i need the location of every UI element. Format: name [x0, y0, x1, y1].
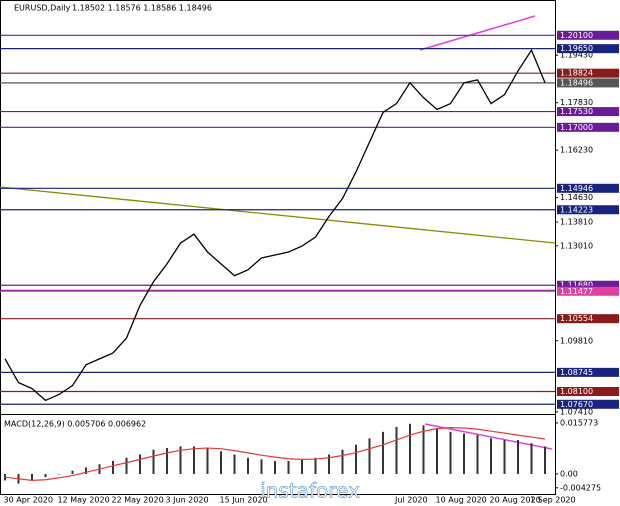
level-label: 1.08100 [560, 387, 593, 396]
level-label-box [557, 399, 619, 409]
level-label: 1.17000 [560, 123, 593, 132]
histogram-bar [355, 444, 357, 474]
watermark: instaforex [260, 479, 360, 503]
level-label-box [557, 107, 619, 117]
level-label: 1.10554 [560, 314, 593, 323]
histogram-bar [409, 423, 411, 474]
histogram-bar [328, 454, 330, 474]
x-tick-label: 3 Jun 2020 [166, 496, 209, 505]
level-label-box [557, 68, 619, 78]
histogram-bar [166, 448, 168, 474]
histogram-bar [233, 454, 236, 474]
x-tick-label: Jul 2020 [394, 496, 428, 505]
trendline [419, 15, 536, 51]
level-label-box [557, 205, 619, 215]
x-tick-label: 30 Apr 2020 [4, 496, 53, 505]
x-tick-label: 10 Aug 2020 [436, 496, 487, 505]
histogram-bar [341, 449, 344, 474]
histogram-bar [382, 431, 384, 474]
level-label-box [557, 30, 619, 40]
histogram-bar [71, 470, 74, 474]
y-tick-label: 1.07410 [560, 408, 593, 417]
histogram-bar [274, 460, 276, 474]
histogram-bar [58, 473, 60, 475]
level-label-box [557, 78, 619, 88]
level-label-box [557, 44, 619, 54]
histogram-bar [436, 428, 438, 474]
level-label: 1.07670 [560, 400, 593, 409]
level-label: 1.14946 [560, 184, 593, 193]
x-tick-label: 12 May 2020 [58, 496, 110, 505]
level-label-box [557, 314, 619, 324]
level-label: 1.18496 [560, 78, 593, 87]
y-tick-label: 0.015773 [560, 418, 598, 427]
histogram-bar [530, 443, 533, 474]
histogram-bar [490, 438, 492, 474]
y-tick-label: 1.14630 [560, 193, 593, 202]
level-label-box [557, 387, 619, 397]
indicator-title: MACD(12,26,9) 0.005706 0.006962 [4, 420, 146, 429]
chart-title: EURUSD,Daily [14, 4, 71, 13]
histogram-bar [247, 457, 249, 474]
level-label-box [557, 122, 619, 132]
histogram-bar [112, 460, 114, 474]
histogram-bar [139, 454, 141, 474]
x-tick-label: 15 Jun 2020 [220, 496, 268, 505]
histogram-bar [85, 467, 87, 474]
histogram-bar [287, 460, 290, 474]
histogram-bar [368, 438, 371, 474]
histogram-bar [206, 448, 209, 474]
histogram-bar [517, 439, 519, 474]
histogram-bar [476, 435, 479, 474]
x-tick-label: 22 May 2020 [112, 496, 164, 505]
level-label: 1.18824 [560, 69, 593, 78]
y-tick-label: 0.00 [560, 469, 578, 478]
level-label-box [557, 183, 619, 193]
histogram-bar [301, 459, 303, 474]
y-tick-label: 1.17830 [560, 98, 593, 107]
histogram-bar [544, 446, 546, 474]
histogram-bar [193, 446, 195, 474]
level-label-box [557, 286, 619, 296]
y-tick-label: 1.13010 [560, 241, 593, 250]
x-tick-label: 20 Aug 2020 [490, 496, 541, 505]
histogram-bar [152, 449, 155, 474]
y-tick-label: 1.09810 [560, 336, 593, 345]
y-tick-label: 1.19430 [560, 51, 593, 60]
signal-line [4, 427, 546, 482]
level-label: 1.11477 [560, 287, 593, 296]
level-label: 1.20100 [560, 31, 593, 40]
y-tick-label: 1.16230 [560, 146, 593, 155]
price-line [4, 48, 546, 402]
histogram-bar [220, 451, 222, 474]
trendline [0, 186, 556, 244]
histogram-bar [44, 473, 47, 478]
level-label: 1.14223 [560, 205, 593, 214]
histogram-bar [449, 431, 452, 474]
histogram-bar [463, 433, 465, 474]
x-tick-label: 1 Sep 2020 [530, 496, 576, 505]
histogram-bar [395, 427, 398, 474]
ohlc-readout: 1.18502 1.18576 1.18586 1.18496 [72, 4, 212, 13]
histogram-bar [422, 425, 425, 474]
histogram-bar [503, 439, 506, 474]
histogram-bar [31, 473, 33, 481]
level-label: 1.11680 [560, 281, 593, 290]
histogram-bar [179, 446, 182, 474]
y-tick-label: 1.13810 [560, 218, 593, 227]
level-label-box [557, 280, 619, 290]
level-label: 1.17530 [560, 107, 593, 116]
level-label: 1.19650 [560, 44, 593, 53]
histogram-bar [125, 457, 128, 474]
histogram-bar [260, 459, 263, 474]
level-label: 1.08745 [560, 368, 593, 377]
level-label-box [557, 367, 619, 377]
histogram-bar [314, 457, 317, 474]
y-tick-label: -0.004275 [560, 483, 601, 492]
